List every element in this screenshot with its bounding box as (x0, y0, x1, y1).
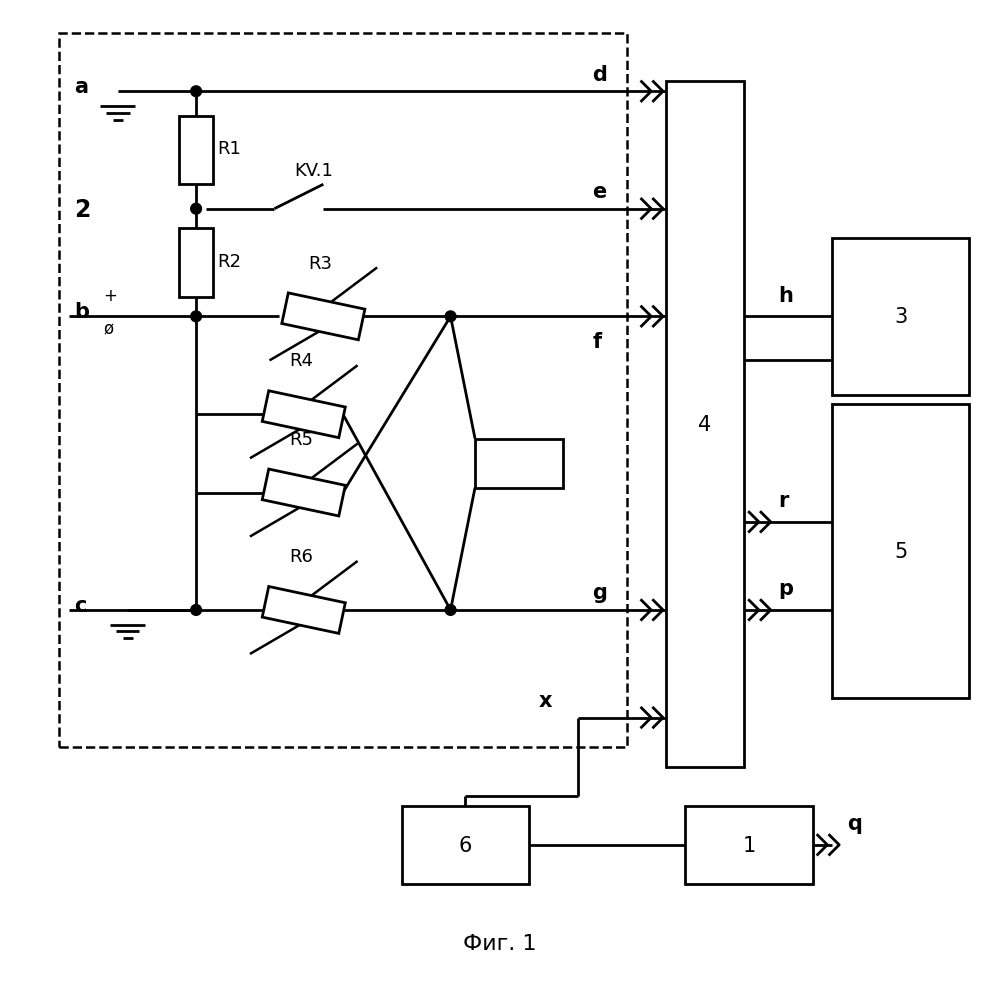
Circle shape (191, 87, 202, 98)
Text: R2: R2 (218, 252, 242, 270)
Circle shape (191, 204, 202, 215)
Text: ø: ø (103, 319, 113, 338)
Text: h: h (778, 286, 793, 306)
Text: d: d (592, 64, 607, 85)
Circle shape (446, 312, 456, 322)
Text: f: f (592, 331, 601, 351)
Text: +: + (103, 287, 117, 305)
Text: 2: 2 (74, 197, 90, 222)
Text: b: b (74, 302, 89, 322)
Bar (262, 469, 346, 517)
Text: x: x (538, 690, 552, 710)
Bar (685, 806, 812, 884)
Text: R1: R1 (218, 140, 242, 158)
Bar (832, 239, 969, 395)
Text: 1: 1 (742, 835, 755, 855)
Text: 4: 4 (698, 414, 711, 435)
Bar (179, 116, 213, 185)
Bar (476, 439, 563, 488)
Text: a: a (74, 77, 88, 98)
Text: 6: 6 (459, 835, 472, 855)
Text: KV.1: KV.1 (294, 162, 333, 179)
Bar (666, 83, 744, 767)
Text: R3: R3 (309, 254, 333, 272)
Text: 3: 3 (894, 307, 907, 327)
Text: r: r (778, 491, 789, 511)
Circle shape (191, 312, 202, 322)
Text: e: e (592, 181, 606, 202)
Text: q: q (847, 813, 862, 833)
Text: p: p (778, 579, 793, 599)
Text: R6: R6 (289, 547, 313, 566)
Text: R4: R4 (289, 352, 313, 370)
Circle shape (446, 605, 456, 615)
Bar (262, 587, 346, 634)
Bar (832, 405, 969, 698)
Bar (282, 294, 365, 340)
Text: R5: R5 (289, 430, 313, 449)
Text: 5: 5 (894, 541, 907, 562)
Bar (262, 391, 346, 438)
Bar (179, 229, 213, 298)
Bar (402, 806, 528, 884)
Circle shape (191, 605, 202, 615)
Text: Фиг. 1: Фиг. 1 (463, 933, 536, 952)
Text: c: c (74, 596, 86, 615)
Text: KV: KV (526, 455, 551, 472)
Text: g: g (592, 583, 607, 602)
